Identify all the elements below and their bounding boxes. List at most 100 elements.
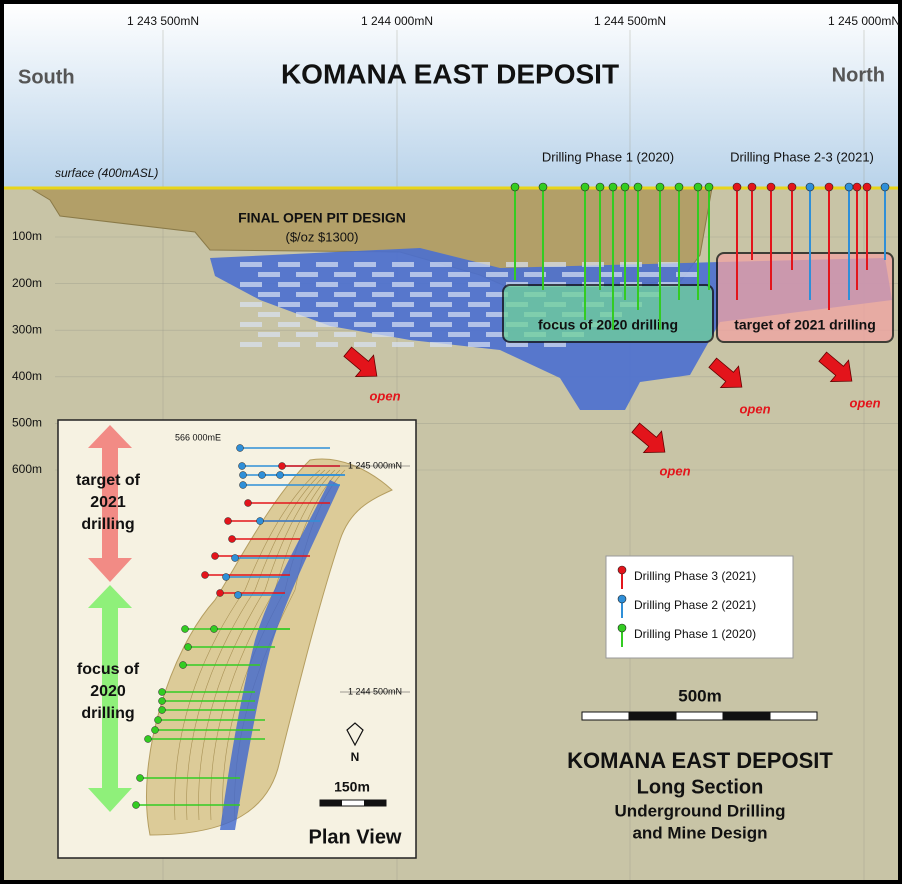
ore-block	[430, 282, 452, 287]
ore-block	[240, 342, 262, 347]
open-label: open	[739, 401, 770, 416]
section-layer: 1 243 500mN 1 244 000mN 1 244 500mN 1 245 0…	[4, 14, 900, 880]
legend-label: Drilling Phase 3 (2021)	[634, 569, 756, 583]
open-arrow	[708, 357, 743, 388]
northing-label: 1 244 000mN	[361, 14, 433, 28]
ore-block	[410, 312, 432, 317]
drill-collar	[620, 182, 630, 192]
plan-collar	[154, 716, 162, 724]
ore-block	[278, 282, 300, 287]
plan-bench	[210, 469, 336, 821]
drill-collar	[844, 182, 854, 192]
ore-block	[392, 322, 414, 327]
ore-block	[430, 322, 452, 327]
target-label: drilling	[81, 516, 134, 533]
legend-pin	[617, 565, 627, 575]
ore-block	[240, 262, 262, 267]
north-label: N	[351, 750, 360, 764]
plan-collar	[244, 499, 252, 507]
ore-block	[486, 272, 508, 277]
ore-block	[410, 332, 432, 337]
scale-seg	[581, 711, 630, 721]
plan-scale-seg	[320, 800, 342, 806]
ore-block	[430, 262, 452, 267]
ore-block	[278, 322, 300, 327]
open-label: open	[369, 388, 400, 403]
plan-collar	[211, 552, 219, 560]
ore-block	[410, 272, 432, 277]
ore-block	[448, 312, 470, 317]
pit-price: ($/oz $1300)	[286, 229, 359, 244]
depth-label: 600m	[12, 462, 42, 476]
ore-block	[506, 262, 528, 267]
ore-block	[296, 332, 318, 337]
focus-box-label: focus of 2020 drilling	[538, 317, 678, 333]
open-label: open	[849, 395, 880, 410]
ore-block	[354, 322, 376, 327]
plan-northing: 1 244 500mN	[348, 686, 402, 696]
plan-collar	[158, 706, 166, 714]
open-arrow	[343, 346, 378, 377]
north-label: North	[832, 64, 885, 86]
ore-block	[354, 302, 376, 307]
ore-block	[392, 262, 414, 267]
target-arrow	[88, 425, 132, 582]
plan-title: Plan View	[308, 826, 401, 848]
ore-block	[486, 332, 508, 337]
scale-seg	[675, 711, 724, 721]
ore-block	[240, 302, 262, 307]
ore-block	[240, 322, 262, 327]
drill-collar	[880, 182, 890, 192]
footer-line: Long Section	[637, 776, 764, 798]
ore-block	[296, 272, 318, 277]
ore-block	[258, 292, 280, 297]
ore-block	[638, 272, 660, 277]
plan-collar	[236, 444, 244, 452]
drill-collar	[674, 182, 684, 192]
legend-pin	[617, 594, 627, 604]
focus-arrow	[88, 585, 132, 812]
ore-block	[372, 292, 394, 297]
ore-block	[544, 262, 566, 267]
ore-block	[620, 262, 642, 267]
legend-label: Drilling Phase 1 (2020)	[634, 627, 756, 641]
ore-block	[258, 272, 280, 277]
northing-label: 1 244 500mN	[594, 14, 666, 28]
ore-block	[468, 282, 490, 287]
drill-collar	[766, 182, 776, 192]
focus-label: focus of	[77, 661, 140, 678]
depth-label: 300m	[12, 322, 42, 336]
plan-collar	[239, 481, 247, 489]
depth-label: 500m	[12, 416, 42, 430]
ore-block	[296, 292, 318, 297]
target-label: 2021	[90, 494, 126, 511]
ore-block	[316, 342, 338, 347]
surface-label: surface (400mASL)	[55, 166, 158, 180]
plan-collar	[184, 643, 192, 651]
ore-block	[448, 272, 470, 277]
plan-collar	[228, 535, 236, 543]
target-box-label: target of 2021 drilling	[734, 317, 876, 333]
drill-collar	[608, 182, 618, 192]
ore-block	[316, 262, 338, 267]
ore-block	[296, 312, 318, 317]
plan-scale-seg	[364, 800, 386, 806]
ore-block	[468, 302, 490, 307]
phase23-label: Drilling Phase 2-3 (2021)	[730, 149, 874, 164]
depth-label: 100m	[12, 229, 42, 243]
plan-collar	[222, 573, 230, 581]
ore-block	[372, 332, 394, 337]
ore-block	[676, 272, 698, 277]
plan-collar	[136, 774, 144, 782]
drill-collar	[704, 182, 714, 192]
ore-block	[600, 272, 622, 277]
plan-collar	[258, 471, 266, 479]
plan-scale-label: 150m	[334, 779, 370, 795]
ore-block	[486, 292, 508, 297]
drill-collar	[538, 182, 548, 192]
drill-collar	[580, 182, 590, 192]
plan-collar	[132, 801, 140, 809]
ore-block	[372, 272, 394, 277]
plan-bench	[198, 469, 331, 821]
